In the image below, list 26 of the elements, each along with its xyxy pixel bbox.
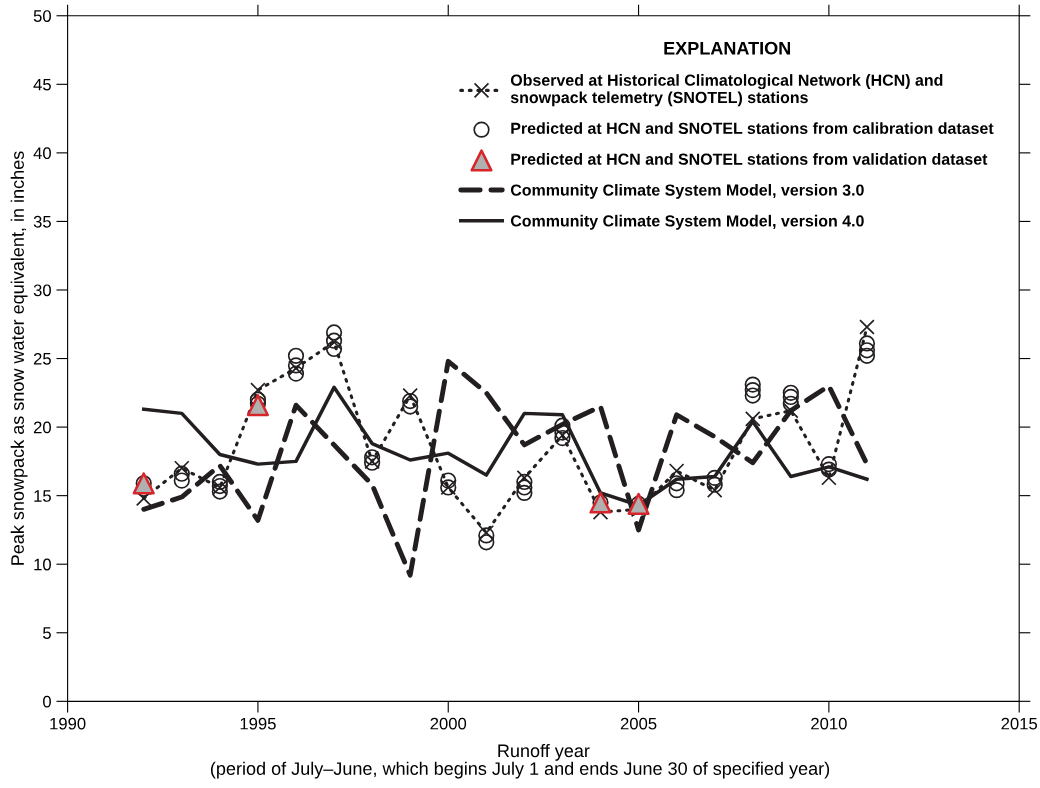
y-tick-label: 20 (33, 421, 51, 434)
y-tick-label: 0 (43, 695, 51, 708)
y-tick-label: 50 (33, 10, 51, 22)
legend-label: Community Climate System Model, version 4.0 (510, 214, 864, 230)
legend-label: Community Climate System Model, version 3.0 (510, 183, 864, 199)
legend-title: EXPLANATION (664, 41, 791, 55)
x-tick-label: 1990 (50, 717, 86, 730)
x-tick-label: 2000 (430, 717, 467, 730)
legend-label: Observed at Historical Climatological Network (HCN) and snowpack telemetry (SNOTEL) stations (510, 74, 943, 107)
x-tick-label: 1995 (240, 717, 276, 730)
x-tick-label: 2015 (1001, 717, 1038, 730)
x-tick-label: 2010 (811, 717, 847, 730)
text: (period of July–June, which begins July 1 and ends June 30 of specified year) (211, 761, 830, 779)
y-tick-label: 10 (34, 558, 51, 571)
legend-label: Predicted at HCN and SNOTEL stations from validation dataset (511, 153, 988, 165)
x-tick-label: 2005 (620, 717, 657, 730)
y-tick-label: 45 (33, 78, 51, 91)
y-tick-label: 25 (33, 352, 51, 365)
y-tick-label: 15 (34, 490, 51, 502)
legend-label: Predicted at HCN and SNOTEL stations from calibration dataset (511, 122, 994, 134)
y-tick-label: 30 (33, 284, 51, 297)
y-tick-label: 5 (43, 627, 51, 639)
x-axis-title: Runoff year (498, 743, 590, 761)
y-axis-title: Peak snowpack as snow water equivalent, in inches (10, 151, 28, 565)
y-tick-label: 35 (33, 215, 51, 228)
y-tick-label: 40 (33, 147, 51, 160)
